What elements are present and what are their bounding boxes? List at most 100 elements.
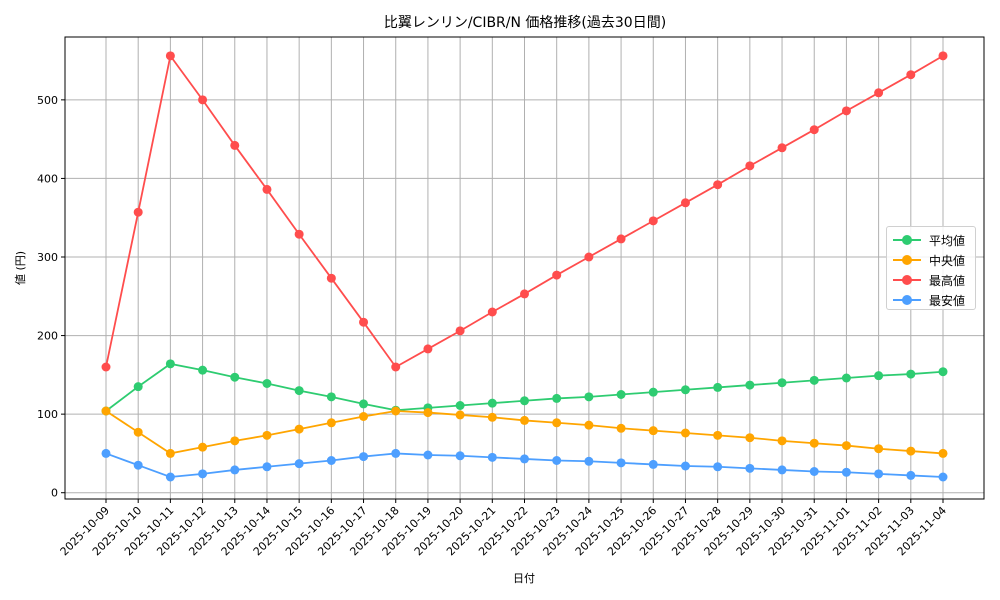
data-point bbox=[616, 458, 626, 468]
data-point bbox=[359, 412, 369, 421]
data-point bbox=[165, 359, 175, 369]
legend-label: 最安値 bbox=[929, 293, 966, 308]
data-point bbox=[487, 398, 497, 408]
data-point bbox=[165, 448, 175, 458]
data-point bbox=[326, 273, 336, 283]
data-point bbox=[809, 438, 819, 448]
data-point bbox=[230, 465, 240, 475]
grid-lines bbox=[65, 37, 984, 499]
data-point bbox=[841, 106, 851, 116]
data-point bbox=[713, 180, 723, 190]
data-point bbox=[101, 362, 111, 372]
data-point bbox=[745, 463, 755, 473]
data-point bbox=[745, 433, 755, 443]
data-point bbox=[906, 70, 916, 80]
data-point bbox=[391, 362, 401, 372]
legend-label: 平均値 bbox=[929, 233, 966, 248]
data-point bbox=[745, 380, 755, 390]
data-point bbox=[326, 456, 336, 465]
data-point bbox=[552, 418, 562, 428]
legend-marker-icon bbox=[893, 294, 921, 306]
data-point bbox=[520, 396, 529, 406]
data-point bbox=[648, 459, 658, 469]
data-point bbox=[841, 373, 851, 383]
data-point bbox=[713, 462, 723, 472]
y-tick-label: 500 bbox=[37, 94, 58, 107]
data-point bbox=[101, 448, 111, 458]
data-point bbox=[359, 399, 369, 409]
legend-marker-icon bbox=[893, 254, 921, 266]
data-point bbox=[616, 390, 626, 399]
data-point bbox=[262, 379, 272, 388]
data-point bbox=[198, 95, 208, 105]
data-point bbox=[584, 456, 594, 466]
data-point bbox=[455, 451, 465, 461]
data-point bbox=[680, 428, 690, 438]
data-point bbox=[552, 393, 562, 403]
legend: 平均値中央値最高値最安値 bbox=[886, 226, 976, 310]
data-point bbox=[938, 472, 948, 482]
data-point bbox=[584, 392, 594, 402]
legend-item: 最高値 bbox=[891, 270, 971, 290]
data-point bbox=[294, 459, 304, 469]
y-tick-label: 100 bbox=[37, 408, 58, 421]
data-point bbox=[809, 125, 819, 135]
data-point bbox=[391, 448, 401, 458]
data-point bbox=[165, 51, 175, 61]
data-point bbox=[648, 426, 658, 436]
legend-item: 中央値 bbox=[891, 250, 971, 270]
data-point bbox=[487, 307, 497, 317]
data-point bbox=[326, 418, 336, 428]
data-point bbox=[745, 161, 755, 171]
data-point bbox=[133, 382, 143, 392]
data-point bbox=[938, 51, 948, 61]
data-point bbox=[294, 424, 304, 434]
data-point bbox=[198, 469, 208, 479]
data-point bbox=[455, 410, 465, 420]
data-point bbox=[101, 406, 111, 416]
data-point bbox=[584, 420, 594, 430]
data-point bbox=[906, 446, 916, 456]
data-point bbox=[809, 375, 819, 385]
data-point bbox=[133, 427, 143, 437]
data-point bbox=[198, 365, 208, 375]
data-point bbox=[938, 448, 948, 458]
data-point bbox=[359, 452, 369, 462]
data-point bbox=[616, 423, 626, 433]
data-point bbox=[423, 408, 433, 418]
data-point bbox=[616, 234, 626, 244]
data-point bbox=[874, 371, 884, 381]
x-axis-ticks: 2025-10-092025-10-102025-10-112025-10-12… bbox=[58, 499, 949, 558]
data-point bbox=[391, 406, 401, 416]
y-tick-label: 300 bbox=[37, 251, 58, 264]
series-最高値 bbox=[101, 51, 948, 372]
legend-marker-icon bbox=[893, 234, 921, 246]
data-point bbox=[359, 317, 369, 327]
data-point bbox=[520, 289, 529, 299]
data-point bbox=[198, 442, 208, 452]
y-tick-label: 400 bbox=[37, 172, 58, 185]
data-point bbox=[874, 469, 884, 479]
data-point bbox=[294, 386, 304, 396]
series-layer bbox=[101, 51, 948, 482]
legend-label: 最高値 bbox=[929, 273, 966, 288]
data-point bbox=[841, 467, 851, 477]
chart-title: 比翼レンリン/CIBR/N 価格推移(過去30日間) bbox=[383, 15, 667, 31]
data-point bbox=[713, 382, 723, 392]
data-point bbox=[487, 412, 497, 422]
data-point bbox=[777, 143, 787, 153]
data-point bbox=[230, 372, 240, 382]
data-point bbox=[455, 401, 465, 410]
data-point bbox=[165, 472, 175, 482]
data-point bbox=[680, 385, 690, 395]
data-point bbox=[713, 430, 723, 440]
data-point bbox=[520, 454, 529, 464]
data-point bbox=[680, 198, 690, 208]
data-point bbox=[262, 430, 272, 440]
data-point bbox=[809, 467, 819, 476]
data-point bbox=[777, 378, 787, 388]
data-point bbox=[552, 270, 562, 280]
legend-item: 最安値 bbox=[891, 290, 971, 310]
legend-label: 中央値 bbox=[929, 253, 966, 268]
data-point bbox=[133, 207, 143, 217]
